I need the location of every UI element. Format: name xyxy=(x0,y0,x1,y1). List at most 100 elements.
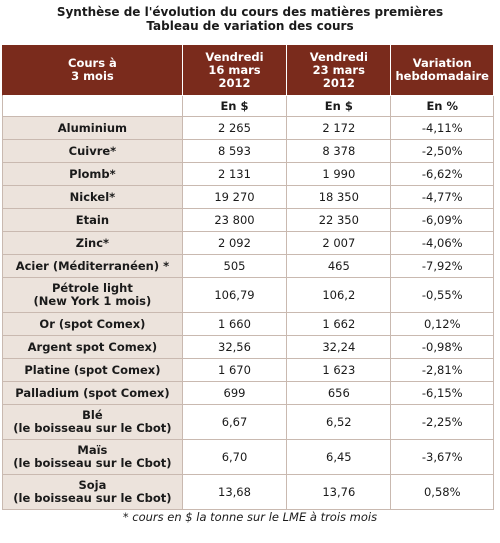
price-16-mars: 23 800 xyxy=(182,209,288,232)
commodity-name: Aluminium xyxy=(2,117,183,140)
price-23-mars: 6,52 xyxy=(287,405,392,440)
unit-cell: En $ xyxy=(182,96,288,117)
table-row: Nickel* 19 270 18 350 -4,77% xyxy=(2,186,494,209)
commodity-name-line: Argent spot Comex) xyxy=(27,340,158,354)
table-row: Argent spot Comex) 32,56 32,24 -0,98% xyxy=(2,336,494,359)
commodity-name: Argent spot Comex) xyxy=(2,336,183,359)
price-23-mars: 1 623 xyxy=(287,359,392,382)
header-line: 23 mars xyxy=(312,62,365,77)
price-16-mars: 6,70 xyxy=(182,440,288,475)
commodity-name-line: (le boisseau sur le Cbot) xyxy=(13,456,172,470)
commodity-name-line: Zinc* xyxy=(75,236,110,250)
table-row: Or (spot Comex) 1 660 1 662 0,12% xyxy=(2,313,494,336)
weekly-variation: -2,25% xyxy=(391,405,494,440)
header-date-2: Vendredi 23 mars 2012 xyxy=(287,45,392,96)
price-16-mars: 6,67 xyxy=(182,405,288,440)
price-16-mars: 8 593 xyxy=(182,140,288,163)
price-16-mars: 2 092 xyxy=(182,232,288,255)
table-row: Blé (le boisseau sur le Cbot) 6,67 6,52 -2,2… xyxy=(2,405,494,440)
units-row: En $ En $ En % xyxy=(2,96,494,117)
price-16-mars: 505 xyxy=(182,255,288,278)
price-23-mars: 2 172 xyxy=(287,117,392,140)
table-row: Plomb* 2 131 1 990 -6,62% xyxy=(2,163,494,186)
table-row: Cuivre* 8 593 8 378 -2,50% xyxy=(2,140,494,163)
commodity-name-line: Palladium (spot Comex) xyxy=(15,386,170,400)
footnote: * cours en $ la tonne sur le LME à trois… xyxy=(122,510,378,524)
commodity-name-line: (New York 1 mois) xyxy=(33,294,152,308)
weekly-variation: -6,15% xyxy=(391,382,494,405)
commodity-name-line: Blé xyxy=(82,408,103,422)
price-16-mars: 19 270 xyxy=(182,186,288,209)
price-23-mars: 32,24 xyxy=(287,336,392,359)
commodity-name: Etain xyxy=(2,209,183,232)
header-course: Cours à 3 mois xyxy=(2,45,183,96)
weekly-variation: -6,09% xyxy=(391,209,494,232)
weekly-variation: -4,77% xyxy=(391,186,494,209)
price-16-mars: 2 131 xyxy=(182,163,288,186)
commodity-name-line: (le boisseau sur le Cbot) xyxy=(13,421,172,435)
commodity-price-table: Cours à 3 mois Vendredi 16 mars 2012 Ven… xyxy=(2,45,494,510)
commodity-name-line: Cuivre* xyxy=(68,144,117,158)
header-line: 3 mois xyxy=(71,69,114,83)
weekly-variation: -3,67% xyxy=(391,440,494,475)
header-line: Vendredi xyxy=(205,49,264,64)
commodity-name-line: Maïs xyxy=(77,443,108,457)
weekly-variation: -7,92% xyxy=(391,255,494,278)
header-line: 16 mars xyxy=(208,62,261,77)
price-23-mars: 13,76 xyxy=(287,475,392,510)
price-23-mars: 1 990 xyxy=(287,163,392,186)
header-variation: Variation hebdomadaire xyxy=(391,45,494,96)
weekly-variation: 0,58% xyxy=(391,475,494,510)
table-row: Pétrole light (New York 1 mois) 106,79 106,… xyxy=(2,278,494,313)
header-line: hebdomadaire xyxy=(395,69,489,83)
price-23-mars: 22 350 xyxy=(287,209,392,232)
table-row: Aluminium 2 265 2 172 -4,11% xyxy=(2,117,494,140)
commodity-name-line: Nickel* xyxy=(69,190,116,204)
header-line: 2012 xyxy=(322,75,355,90)
commodity-name: Maïs (le boisseau sur le Cbot) xyxy=(2,440,183,475)
commodity-name: Nickel* xyxy=(2,186,183,209)
weekly-variation: -0,98% xyxy=(391,336,494,359)
weekly-variation: -2,81% xyxy=(391,359,494,382)
price-23-mars: 2 007 xyxy=(287,232,392,255)
header-row: Cours à 3 mois Vendredi 16 mars 2012 Ven… xyxy=(2,45,494,96)
table-row: Soja (le boisseau sur le Cbot) 13,68 13,76 0… xyxy=(2,475,494,510)
header-line: Vendredi xyxy=(309,49,368,64)
price-16-mars: 1 660 xyxy=(182,313,288,336)
price-16-mars: 2 265 xyxy=(182,117,288,140)
price-16-mars: 1 670 xyxy=(182,359,288,382)
commodity-name-line: Or (spot Comex) xyxy=(39,317,146,331)
price-16-mars: 13,68 xyxy=(182,475,288,510)
price-23-mars: 465 xyxy=(287,255,392,278)
price-23-mars: 18 350 xyxy=(287,186,392,209)
title-line-1: Synthèse de l'évolution du cours des mat… xyxy=(56,5,444,19)
table-row: Zinc* 2 092 2 007 -4,06% xyxy=(2,232,494,255)
commodity-name: Platine (spot Comex) xyxy=(2,359,183,382)
title-line-2: Tableau de variation des cours xyxy=(146,19,354,33)
weekly-variation: -2,50% xyxy=(391,140,494,163)
unit-cell: En $ xyxy=(287,96,392,117)
commodity-name-line: Acier (Méditerranéen) * xyxy=(15,259,170,273)
weekly-variation: -6,62% xyxy=(391,163,494,186)
weekly-variation: -4,06% xyxy=(391,232,494,255)
commodity-name-line: Aluminium xyxy=(57,121,128,135)
commodity-name-line: Platine (spot Comex) xyxy=(24,363,161,377)
table-row: Palladium (spot Comex) 699 656 -6,15% xyxy=(2,382,494,405)
commodity-name: Blé (le boisseau sur le Cbot) xyxy=(2,405,183,440)
unit-cell: En % xyxy=(391,96,494,117)
price-16-mars: 32,56 xyxy=(182,336,288,359)
header-line: Cours à xyxy=(68,56,117,70)
document-title: Synthèse de l'évolution du cours des mat… xyxy=(0,0,500,33)
weekly-variation: -4,11% xyxy=(391,117,494,140)
commodity-name-line: Etain xyxy=(75,213,110,227)
commodity-name: Pétrole light (New York 1 mois) xyxy=(2,278,183,313)
commodity-name: Palladium (spot Comex) xyxy=(2,382,183,405)
commodity-name: Zinc* xyxy=(2,232,183,255)
price-23-mars: 1 662 xyxy=(287,313,392,336)
header-line: 2012 xyxy=(218,75,251,90)
price-23-mars: 656 xyxy=(287,382,392,405)
commodity-name-line: (le boisseau sur le Cbot) xyxy=(13,491,172,505)
table-row: Maïs (le boisseau sur le Cbot) 6,70 6,45 -3,… xyxy=(2,440,494,475)
commodity-name: Or (spot Comex) xyxy=(2,313,183,336)
weekly-variation: 0,12% xyxy=(391,313,494,336)
